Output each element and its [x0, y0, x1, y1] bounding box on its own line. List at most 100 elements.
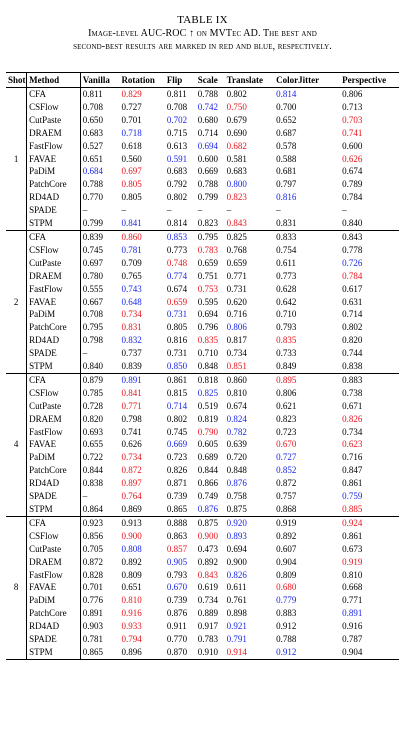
value-cell: –	[166, 205, 172, 216]
value-cell: 0.865	[80, 645, 120, 660]
value-cell: 0.829	[121, 89, 142, 99]
value-cell: 0.631	[342, 296, 363, 307]
value-cell: 0.860	[121, 231, 142, 242]
value-cell: 0.865	[164, 503, 196, 517]
value-cell: 0.914	[224, 645, 275, 660]
value-cell: 0.814	[276, 89, 297, 99]
table-row: RD4AD 0.770 0.805 0.802 0.799 0.823 0.816 0.784	[6, 191, 399, 205]
method-cell: CutPaste	[26, 399, 81, 413]
value-cell: 0.674	[166, 283, 188, 294]
value-cell: 0.844	[197, 465, 218, 476]
header-perspective: Perspective	[340, 72, 399, 88]
value-cell: 0.840	[340, 217, 399, 231]
value-cell: 0.883	[276, 608, 297, 619]
method-cell: CFA	[26, 87, 81, 101]
value-cell: 0.693	[82, 426, 103, 437]
value-cell: 0.765	[121, 270, 142, 281]
value-cell: 0.891	[82, 608, 103, 619]
value-cell: 0.816	[276, 192, 297, 203]
value-cell: 0.919	[342, 556, 363, 567]
value-cell: 0.823	[226, 192, 247, 203]
value-cell: 0.782	[226, 426, 247, 437]
value-cell: 0.919	[276, 517, 297, 528]
value-cell: 0.674	[342, 166, 363, 177]
value-cell: –	[342, 205, 347, 216]
method-cell: FAVAE	[26, 438, 81, 452]
method-cell: FastFlow	[26, 425, 81, 439]
value-cell: 0.778	[342, 244, 363, 255]
table-row: CSFlow 0.856 0.900 0.863 0.900 0.893 0.892 0.86…	[6, 529, 399, 543]
method-cell: CFA	[26, 373, 81, 387]
value-cell: 0.527	[82, 140, 103, 151]
value-cell: 0.799	[197, 192, 218, 203]
value-cell: 0.912	[274, 645, 341, 660]
value-cell: 0.868	[274, 503, 341, 517]
value-cell: –	[197, 205, 203, 216]
value-cell: 0.847	[342, 465, 363, 476]
value-cell: 0.843	[342, 231, 363, 242]
value-cell: 0.745	[166, 426, 188, 437]
value-cell: 0.681	[276, 166, 297, 177]
table-label: TABLE IX	[177, 14, 228, 26]
table-row: CSFlow 0.745 0.781 0.773 0.783 0.768 0.754 0.77…	[6, 243, 399, 257]
value-cell: 0.819	[197, 413, 218, 424]
value-cell: 0.750	[226, 101, 247, 112]
value-cell: 0.731	[166, 309, 188, 320]
value-cell: 0.648	[121, 296, 142, 307]
header-rotation: Rotation	[119, 72, 165, 88]
value-cell: 0.626	[121, 439, 142, 450]
value-cell: 0.810	[342, 569, 363, 580]
shot-cell: 4	[6, 373, 28, 517]
value-cell: 0.722	[82, 452, 103, 463]
value-cell: 0.933	[121, 621, 142, 632]
value-cell: 0.817	[226, 335, 247, 346]
value-cell: 0.828	[82, 569, 103, 580]
value-cell: 0.723	[276, 426, 297, 437]
table-row: 2 CFA 0.839 0.860 0.853 0.795 0.825 0.833 0.843	[6, 230, 399, 374]
value-cell: 0.734	[121, 452, 142, 463]
value-cell: 0.700	[276, 101, 297, 112]
table-row: PaDiM 0.722 0.734 0.723 0.689 0.720 0.727 0.716	[6, 451, 399, 465]
table-row: RD4AD 0.798 0.832 0.816 0.835 0.817 0.835 0.820	[6, 334, 399, 348]
value-cell: 0.814	[164, 217, 196, 231]
table-row: DRAEM 0.780 0.765 0.774 0.751 0.771 0.773 0.784	[6, 269, 399, 283]
value-cell: 0.898	[226, 608, 247, 619]
value-cell: 0.900	[197, 530, 218, 541]
value-cell: –	[82, 491, 88, 502]
value-cell: 0.708	[82, 309, 103, 320]
value-cell: 0.805	[121, 179, 142, 190]
method-cell: CSFlow	[26, 243, 81, 257]
value-cell: 0.618	[121, 140, 142, 151]
value-cell: 0.759	[342, 491, 363, 502]
value-cell: 0.832	[121, 335, 142, 346]
value-cell: 0.835	[276, 335, 297, 346]
method-cell: PaDiM	[26, 594, 81, 608]
value-cell: –	[82, 348, 88, 359]
value-cell: 0.714	[342, 309, 363, 320]
value-cell: 0.650	[82, 114, 103, 125]
value-cell: 0.670	[276, 439, 297, 450]
value-cell: 0.710	[197, 348, 218, 359]
method-cell: CutPaste	[26, 542, 81, 556]
value-cell: 0.774	[166, 270, 188, 281]
value-cell: 0.870	[164, 645, 196, 660]
value-cell: 0.826	[166, 465, 188, 476]
value-cell: 0.876	[226, 478, 247, 489]
value-cell: 0.715	[166, 127, 188, 138]
caption-line-1: Image-level AUC-ROC ↑ on MVTec AD. The b…	[88, 28, 317, 39]
value-cell: 0.869	[119, 503, 165, 517]
table-row: FastFlow 0.828 0.809 0.793 0.843 0.826 0.809 0.…	[6, 568, 399, 582]
value-cell: 0.639	[226, 439, 247, 450]
value-cell: 0.744	[342, 348, 363, 359]
value-cell: 0.779	[276, 595, 297, 606]
value-cell: 0.605	[197, 439, 218, 450]
value-cell: 0.776	[82, 595, 103, 606]
value-cell: 0.924	[342, 517, 363, 528]
value-cell: –	[121, 205, 126, 216]
value-cell: 0.680	[197, 114, 218, 125]
value-cell: 0.796	[197, 322, 218, 333]
method-cell: STPM	[26, 503, 81, 517]
method-cell: FAVAE	[26, 295, 81, 309]
value-cell: 0.785	[82, 387, 103, 398]
value-cell: 0.788	[197, 179, 218, 190]
